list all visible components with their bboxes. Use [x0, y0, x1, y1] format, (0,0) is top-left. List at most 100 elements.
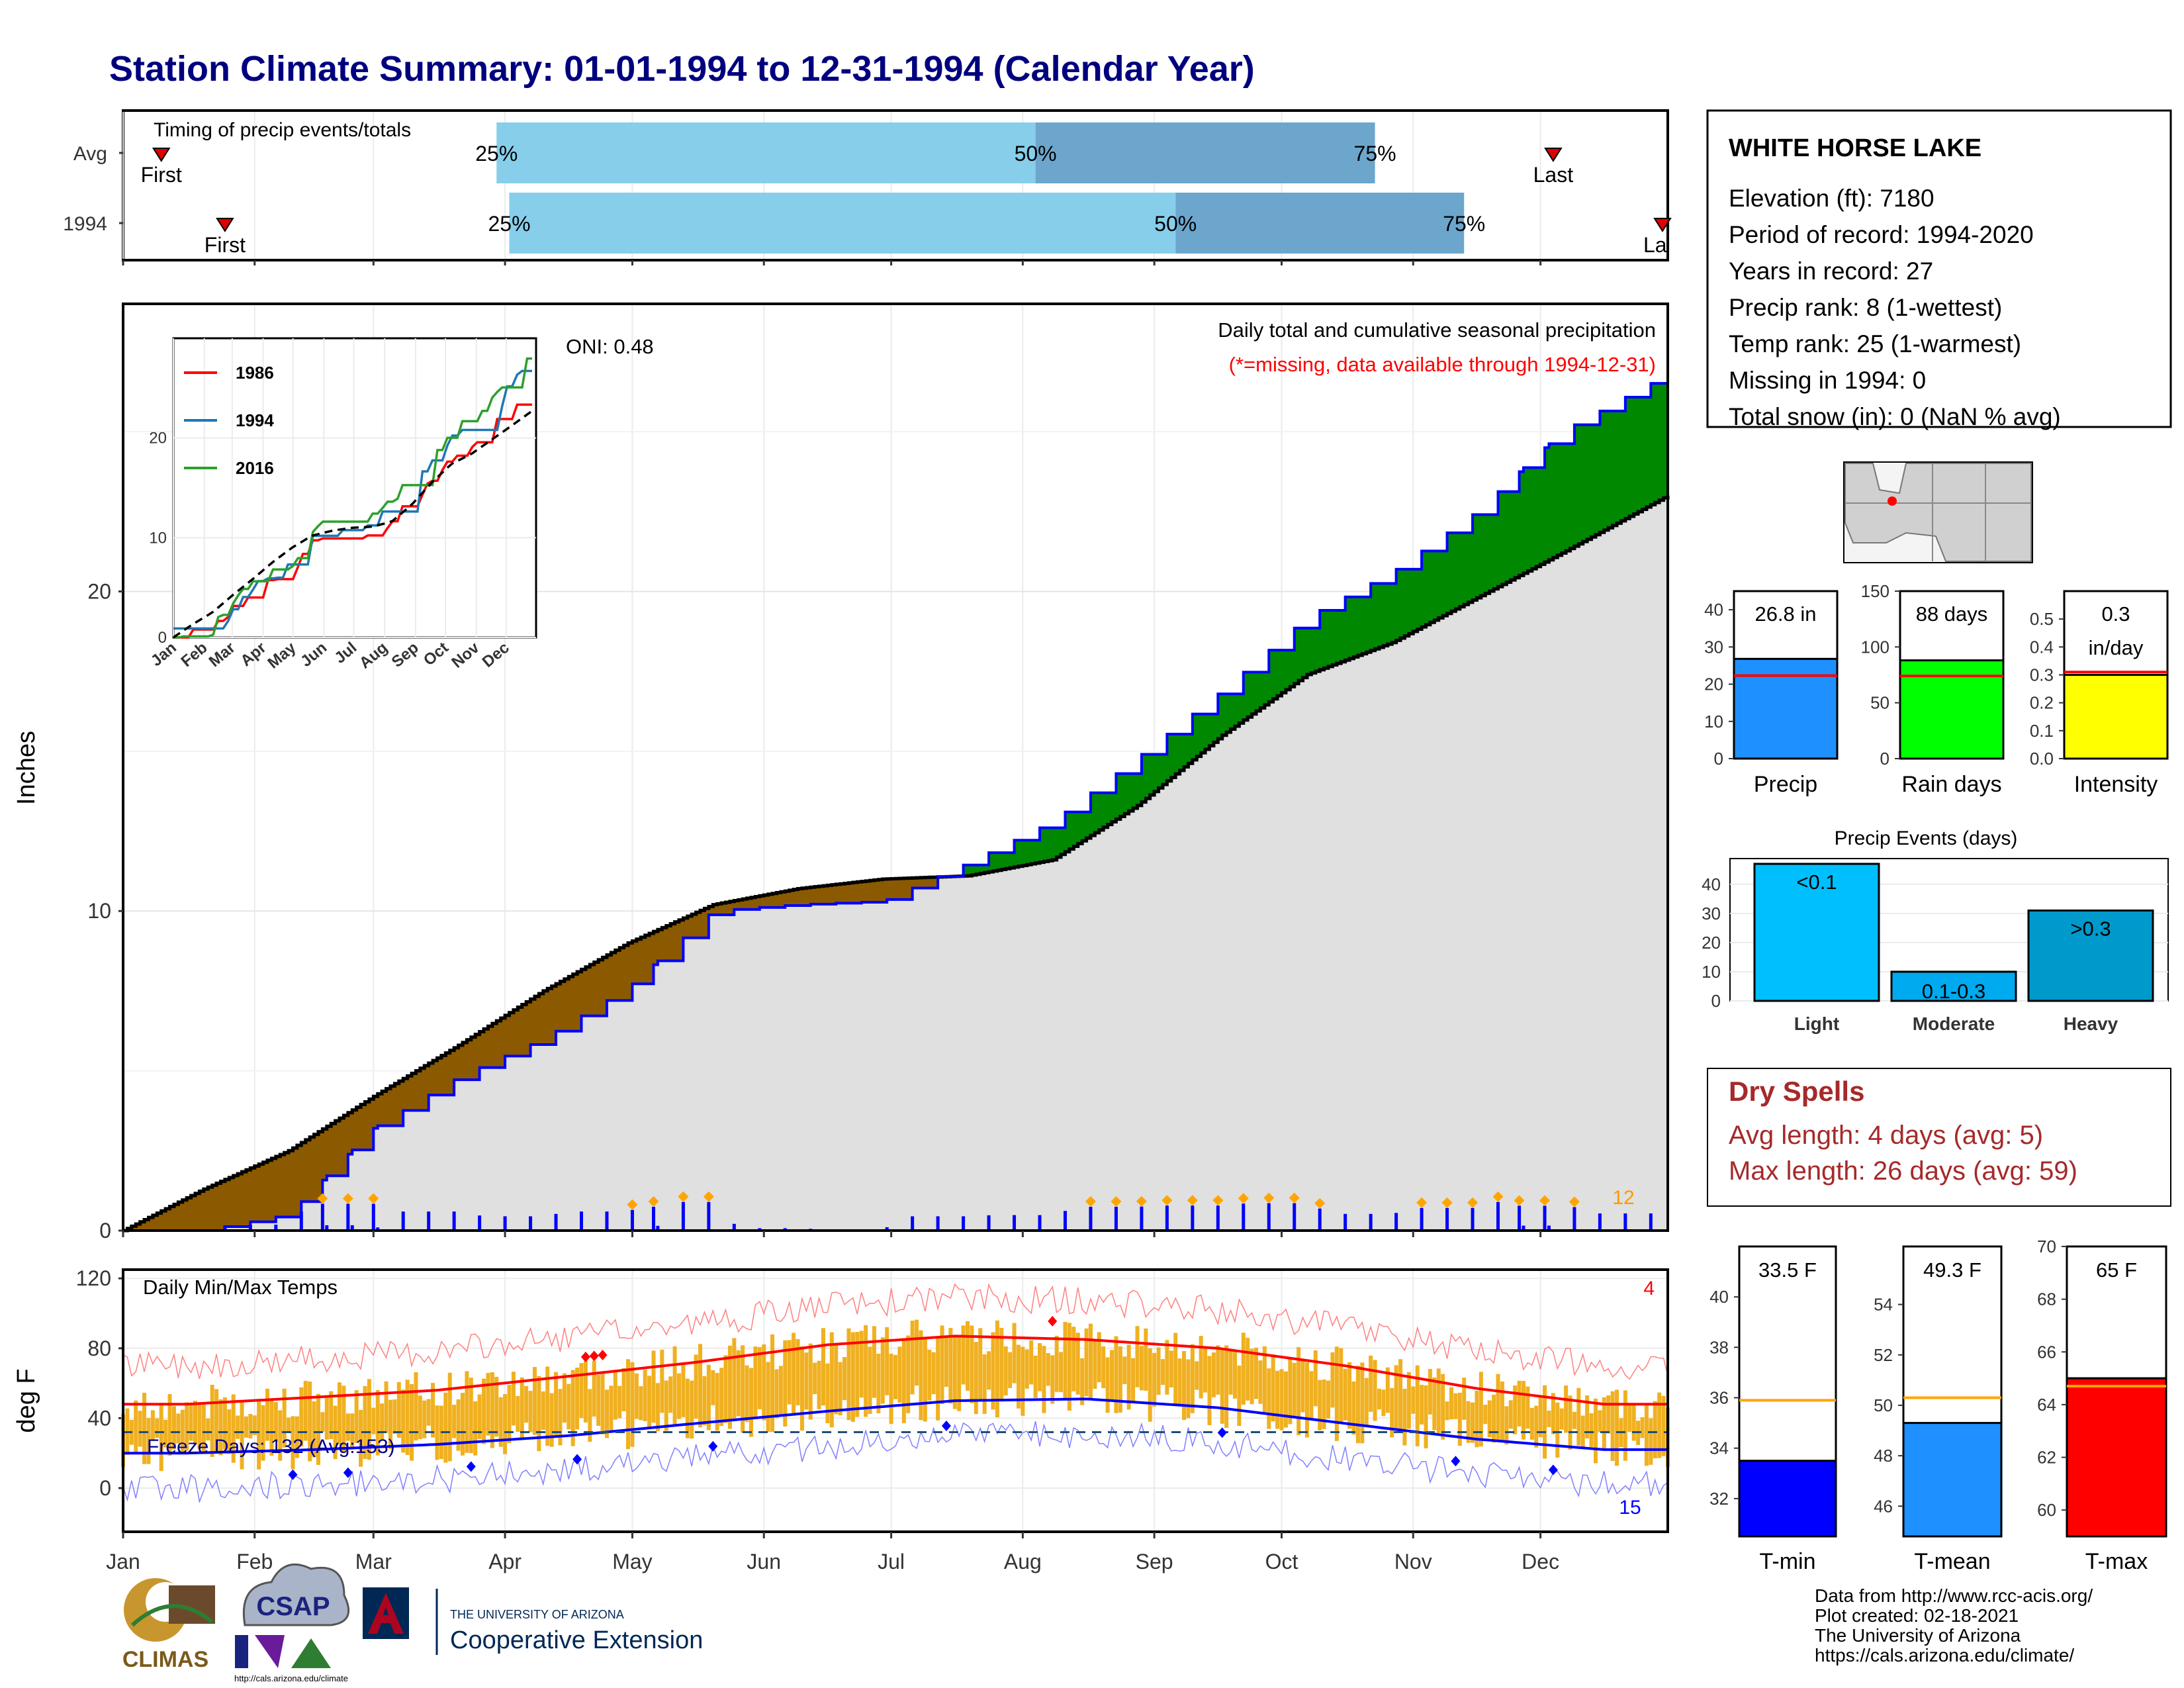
heavy-event-marker: [1085, 1196, 1096, 1207]
daily-temp-range-bar: [778, 1366, 783, 1415]
csap-logo: CSAP http://cals.arizona.edu/climate: [234, 1563, 350, 1683]
daily-temp-range-bar: [447, 1372, 452, 1462]
events-y-tick-label: 30: [1702, 904, 1721, 923]
daily-temp-range-bar: [1360, 1362, 1365, 1444]
events-y-tick-label: 10: [1702, 962, 1721, 982]
daily-temp-range-bar: [1021, 1346, 1025, 1416]
daily-temp-range-bar: [1657, 1392, 1662, 1458]
deficit-area: [127, 876, 964, 1231]
daily-temp-range-bar: [1246, 1337, 1250, 1401]
daily-temp-range-bar: [1304, 1362, 1309, 1438]
daily-temp-range-bar: [1135, 1326, 1140, 1387]
daily-temp-range-bar: [676, 1373, 681, 1419]
daily-temp-range-bar: [171, 1406, 176, 1450]
dry-spells-max: Max length: 26 days (avg: 59): [1729, 1156, 2077, 1186]
month-label: Oct: [1265, 1550, 1298, 1573]
record-high-marker: [1048, 1315, 1058, 1327]
daily-precip-bar: [987, 1215, 991, 1231]
daily-precip-bar: [1318, 1208, 1322, 1231]
daily-precip-bar: [554, 1213, 558, 1231]
heavy-event-marker: [1416, 1197, 1428, 1208]
record-max-line: [122, 1283, 1668, 1380]
daily-precip-bar: [1013, 1215, 1017, 1231]
daily-temp-range-bar: [350, 1413, 355, 1447]
daily-temp-range-bar: [528, 1391, 533, 1432]
station-years: Years in record: 27: [1729, 258, 1933, 285]
summary-bar-value-label: in/day: [2089, 636, 2144, 659]
temp-bar: [1902, 1422, 2003, 1538]
svg-text:The University of Arizona: The University of Arizona: [1815, 1625, 2021, 1646]
record-low-marker: [288, 1469, 298, 1480]
daily-temp-range-bar: [287, 1417, 291, 1433]
event-bar-label: >0.3: [2070, 917, 2111, 940]
daily-precip-bar: [427, 1211, 431, 1231]
daily-temp-range-bar: [859, 1331, 864, 1398]
daily-temp-range-bar: [1521, 1381, 1525, 1440]
daily-temp-range-bar: [1173, 1333, 1178, 1405]
daily-temp-range-bar: [588, 1389, 592, 1442]
daily-temp-range-bar: [1471, 1402, 1475, 1443]
daily-temp-range-bar: [1330, 1352, 1335, 1408]
daily-temp-range-bar: [1033, 1355, 1038, 1398]
temp-bar-y-tick-label: 70: [2037, 1237, 2056, 1256]
daily-temp-range-bar: [1457, 1392, 1462, 1446]
heavy-event-marker: [1314, 1197, 1326, 1209]
daily-temp-range-bar: [1114, 1336, 1118, 1413]
daily-temp-range-bar: [825, 1363, 830, 1424]
daily-temp-range-bar: [1084, 1328, 1089, 1397]
daily-temp-range-bar: [1623, 1390, 1627, 1461]
daily-temp-range-bar: [1300, 1360, 1305, 1413]
daily-precip-bar: [376, 1227, 380, 1231]
hot-days-count: 4: [1643, 1278, 1655, 1299]
cumulative-1994-line: [123, 382, 1668, 1232]
daily-temp-range-bar: [838, 1362, 842, 1416]
heavy-event-marker: [1514, 1195, 1525, 1206]
daily-temp-range-bar: [757, 1346, 762, 1409]
daily-temp-range-bar: [1292, 1362, 1297, 1417]
heavy-event-marker: [1161, 1195, 1173, 1206]
event-category-label: Light: [1794, 1013, 1839, 1034]
daily-temp-range-bar: [1093, 1340, 1097, 1389]
event-category-label: Moderate: [1913, 1013, 1995, 1034]
daily-temp-range-bar: [1050, 1355, 1055, 1404]
timing-label-25: 25%: [488, 212, 530, 236]
daily-temp-range-bar: [282, 1388, 287, 1448]
daily-temp-range-bar: [842, 1356, 847, 1401]
daily-temp-range-bar: [1390, 1387, 1394, 1438]
daily-temp-range-bar: [604, 1389, 609, 1438]
heavy-event-marker: [368, 1193, 379, 1204]
temp-bar: [2066, 1377, 2167, 1538]
daily-temp-range-bar: [426, 1399, 431, 1426]
temp-y-tick-label: 120: [76, 1266, 111, 1290]
daily-temp-range-bar: [532, 1367, 537, 1435]
daily-temp-range-bar: [1042, 1346, 1046, 1413]
missing-note: (*=missing, data available through 1994-…: [1229, 353, 1656, 376]
daily-temp-range-bar: [1288, 1358, 1293, 1425]
summary-bar-label: Precip: [1754, 772, 1817, 797]
daily-temp-range-bar: [1496, 1374, 1500, 1441]
daily-precip-bar: [325, 1225, 329, 1231]
daily-temp-range-bar: [176, 1413, 181, 1444]
temp-panel: 0 40 80 120 deg F Daily Min/Max Temps Freez…: [13, 1266, 1670, 1533]
daily-temp-range-bar: [1228, 1348, 1233, 1395]
daily-temp-range-bar: [1525, 1386, 1530, 1429]
daily-temp-range-bar: [736, 1350, 741, 1417]
event-bar: [2027, 909, 2154, 1002]
dry-spells-title: Dry Spells: [1729, 1076, 1864, 1107]
daily-temp-range-bar: [316, 1393, 320, 1465]
daily-temp-range-bar: [312, 1401, 316, 1458]
heavy-event-marker: [678, 1191, 689, 1202]
daily-temp-range-bar: [329, 1391, 334, 1439]
summary-bar-y-tick-label: 0: [1714, 749, 1723, 769]
daily-temp-range-bar: [1529, 1407, 1534, 1440]
daily-temp-range-bar: [295, 1416, 299, 1458]
daily-temp-range-bar: [1615, 1389, 1619, 1466]
daily-precip-bar: [223, 1225, 227, 1231]
dry-spells-avg: Avg length: 4 days (avg: 5): [1729, 1121, 2043, 1150]
daily-temp-range-bar: [668, 1376, 673, 1413]
daily-temp-range-bar: [1369, 1355, 1373, 1412]
month-label: Jan: [106, 1550, 140, 1573]
daily-temp-range-bar: [1428, 1369, 1432, 1415]
record-min-line: [122, 1421, 1668, 1504]
daily-temp-range-bar: [1547, 1411, 1551, 1427]
